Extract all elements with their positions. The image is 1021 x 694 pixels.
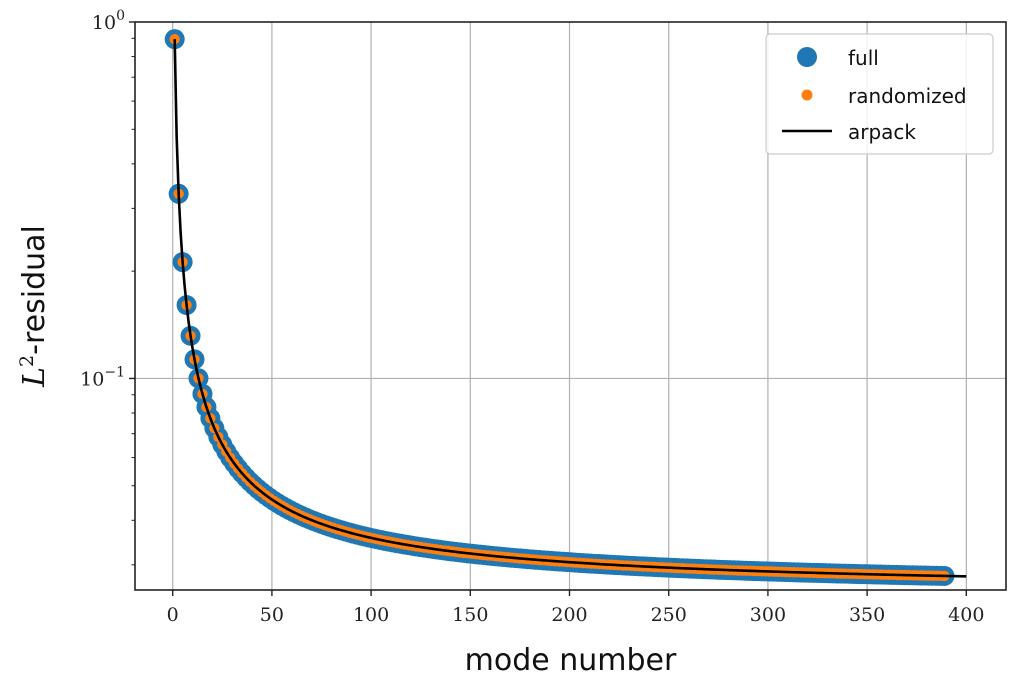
plot-area	[164, 29, 967, 586]
x-tick-label: 250	[651, 604, 687, 626]
y-axis-label-sup: 2	[16, 355, 38, 367]
legend-randomized-marker	[801, 89, 813, 101]
x-tick-label: 350	[849, 604, 885, 626]
legend-arpack-label: arpack	[848, 120, 916, 144]
legend-box	[765, 33, 994, 155]
y-axis-label: L2-residual	[16, 225, 52, 388]
axes-frame	[134, 21, 1007, 591]
y-axis-label-text: -residual	[17, 225, 52, 355]
x-tick-label: 100	[353, 604, 389, 626]
x-tick-label: 400	[948, 604, 984, 626]
legend-full-marker	[797, 47, 817, 67]
y-axis-label-math: L	[17, 367, 52, 388]
y-tick-label: 10−1	[80, 364, 125, 390]
x-tick-label: 50	[260, 604, 284, 626]
x-tick-label: 0	[167, 604, 179, 626]
legend-full-label: full	[848, 46, 879, 70]
x-tick-label: 200	[551, 604, 587, 626]
legend-randomized-label: randomized	[848, 84, 967, 108]
arpack-line	[173, 39, 967, 578]
x-tick-label: 150	[452, 604, 488, 626]
x-axis-label: mode number	[465, 643, 677, 678]
x-tick-label: 300	[750, 604, 786, 626]
ticks: 0 50 100 150 200 250 300 350 400 100 10−1	[80, 8, 984, 626]
legend: full randomized arpack	[765, 33, 994, 155]
y-tick-label: 100	[92, 8, 125, 34]
